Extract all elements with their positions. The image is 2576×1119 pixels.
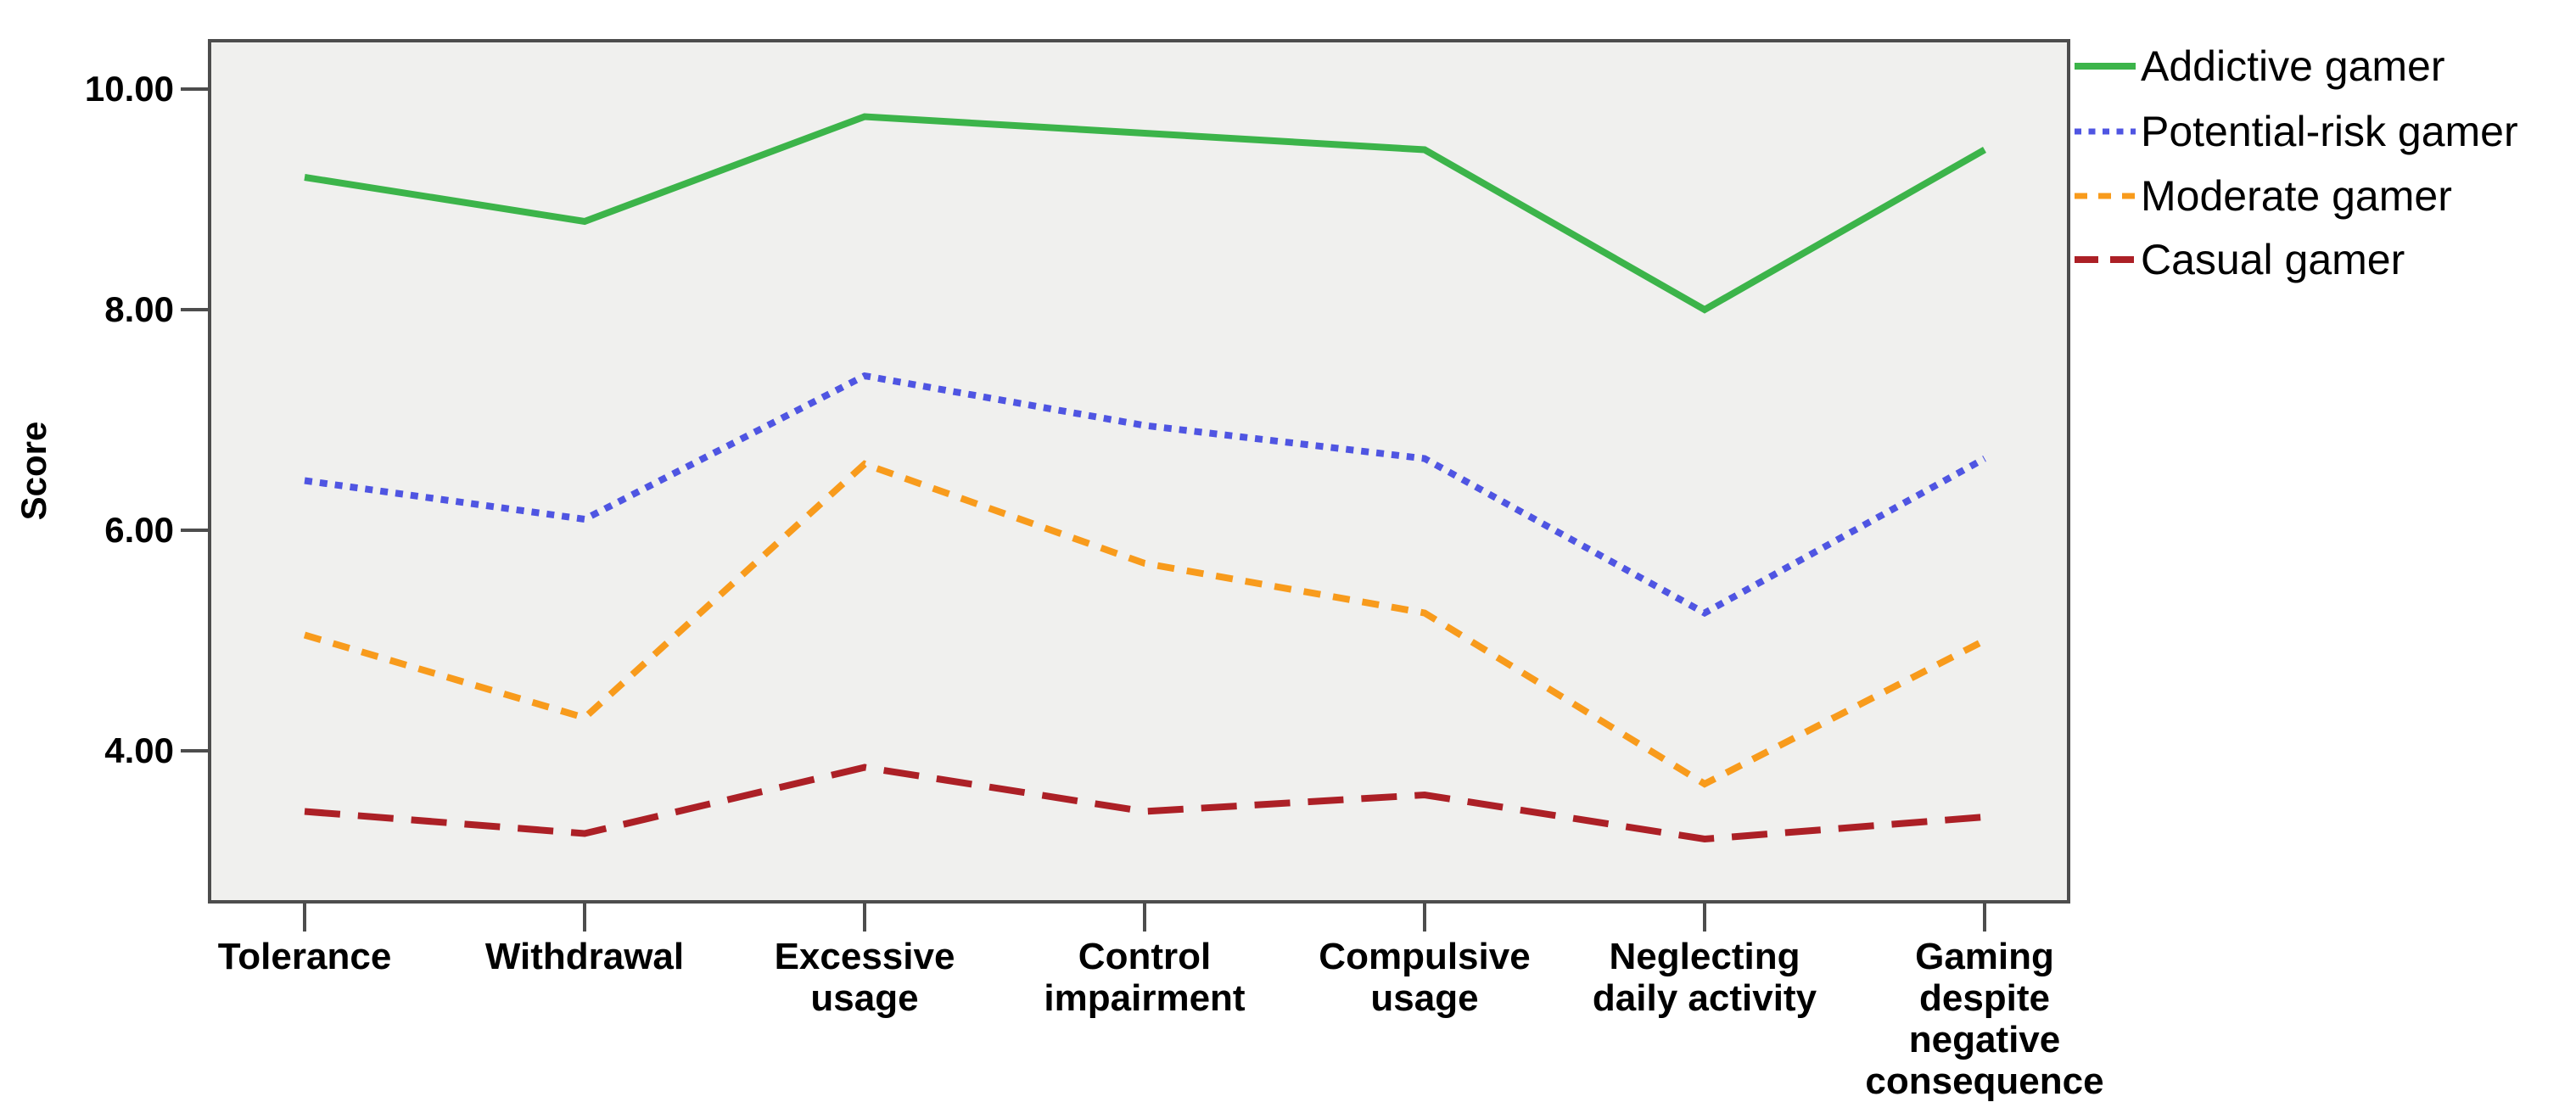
legend-label: Casual gamer: [2141, 236, 2405, 283]
legend-swatch-moderate-gamer-icon: [2075, 193, 2136, 199]
y-axis-title: Score: [14, 421, 53, 521]
legend-swatch-addictive-gamer-icon: [2075, 63, 2136, 70]
x-category-label: Compulsive usage: [1319, 936, 1531, 1019]
legend-item-casual-gamer: Casual gamer: [2075, 235, 2405, 284]
series-line-addictive-gamer: [304, 113, 1986, 314]
legend-label: Moderate gamer: [2141, 172, 2452, 220]
legend-label: Addictive gamer: [2141, 42, 2445, 90]
legend-swatch-casual-gamer-icon: [2075, 256, 2136, 263]
plot-frame: [208, 39, 2070, 904]
legend-label: Potential-risk gamer: [2141, 108, 2518, 155]
x-category-label: Excessive usage: [774, 936, 955, 1019]
x-category-label: Tolerance: [217, 936, 392, 977]
y-tick-label: 4.00: [104, 730, 174, 770]
x-category-label: Neglecting daily activity: [1592, 936, 1817, 1019]
series-line-casual-gamer: [304, 764, 1985, 843]
legend-item-potential-risk-gamer: Potential-risk gamer: [2075, 107, 2518, 156]
legend-item-moderate-gamer: Moderate gamer: [2075, 171, 2452, 221]
x-category-label: Control impairment: [1044, 936, 1246, 1019]
x-category-label: Withdrawal: [484, 936, 685, 977]
legend-item-addictive-gamer: Addictive gamer: [2075, 42, 2445, 91]
series-line-potential-risk-gamer: [304, 372, 1986, 618]
series-line-moderate-gamer: [303, 460, 1986, 788]
y-tick-label: 6.00: [104, 510, 174, 550]
x-category-label: Gaming despite negative consequence: [1865, 936, 2104, 1102]
y-tick-label: 10.00: [84, 69, 174, 109]
legend-swatch-potential-risk-gamer-icon: [2075, 128, 2136, 135]
y-tick-label: 8.00: [104, 289, 174, 329]
plot-background: [210, 41, 2069, 902]
